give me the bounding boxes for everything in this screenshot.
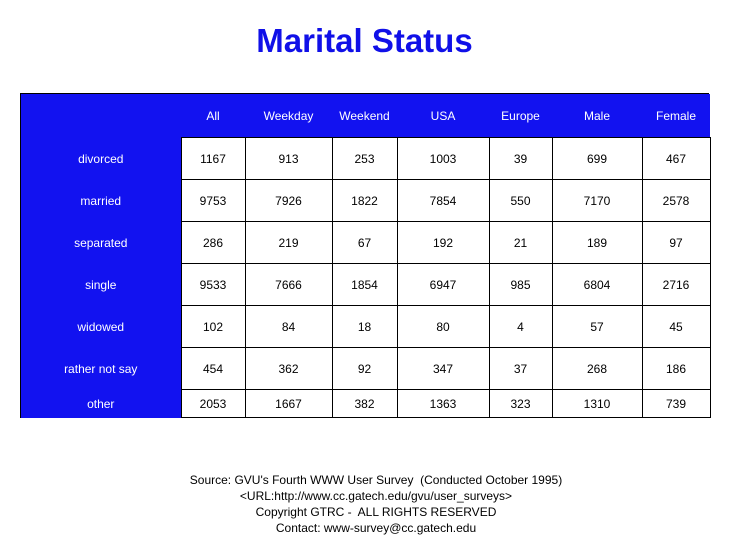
row-label: single (21, 263, 181, 306)
table-cell: 7854 (396, 179, 490, 222)
column-header: All (181, 94, 245, 138)
table-cell: 67 (331, 221, 398, 264)
table-cell: 1003 (396, 137, 490, 180)
footer: Source: GVU's Fourth WWW User Survey (Co… (0, 472, 729, 536)
table-cell: 347 (396, 347, 490, 390)
row-label: other (21, 389, 181, 418)
table-row: other 2053 1667 382 1363 323 1310 739 (21, 389, 711, 418)
table-cell: 1363 (396, 389, 490, 418)
table-cell: 739 (641, 389, 711, 418)
table-cell: 1667 (244, 389, 333, 418)
table-cell: 1310 (551, 389, 643, 418)
table-cell: 7170 (551, 179, 643, 222)
table-cell: 286 (180, 221, 246, 264)
contact-note: Contact: www-survey@cc.gatech.edu (275, 521, 477, 535)
table-cell: 186 (641, 347, 711, 390)
table-cell: 45 (641, 305, 711, 348)
copyright-note: Copyright GTRC - ALL RIGHTS RESERVED (255, 505, 497, 519)
table-row: divorced 1167 913 253 1003 39 699 467 (21, 137, 711, 180)
table-cell: 6804 (551, 263, 643, 306)
column-header: Weekend (332, 94, 397, 138)
table-cell: 21 (488, 221, 553, 264)
table-cell: 4 (488, 305, 553, 348)
table-cell: 1854 (331, 263, 398, 306)
table-cell: 80 (396, 305, 490, 348)
table-cell: 2053 (180, 389, 246, 418)
table-cell: 467 (641, 137, 711, 180)
table-cell: 253 (331, 137, 398, 180)
table-cell: 2716 (641, 263, 711, 306)
row-label: married (21, 179, 181, 222)
table-cell: 985 (488, 263, 553, 306)
table-cell: 219 (244, 221, 333, 264)
table-cell: 362 (244, 347, 333, 390)
table-cell: 39 (488, 137, 553, 180)
table-cell: 84 (244, 305, 333, 348)
table-cell: 37 (488, 347, 553, 390)
table-body: divorced 1167 913 253 1003 39 699 467 married 975… (21, 137, 711, 418)
table-row: single 9533 7666 1854 6947 985 6804 2716 (21, 263, 711, 306)
header-row: All Weekday Weekend USA Europe Male Female (21, 94, 710, 138)
table-cell: 7666 (244, 263, 333, 306)
table-cell: 699 (551, 137, 643, 180)
table-cell: 189 (551, 221, 643, 264)
row-label: separated (21, 221, 181, 264)
table-cell: 268 (551, 347, 643, 390)
table-cell: 92 (331, 347, 398, 390)
table-cell: 454 (180, 347, 246, 390)
table-row: rather not say 454 362 92 347 37 268 186 (21, 347, 711, 390)
table-row: separated 286 219 67 192 21 189 97 (21, 221, 711, 264)
table-cell: 97 (641, 221, 711, 264)
column-header: Female (642, 94, 710, 138)
column-header: Weekday (245, 94, 332, 138)
table-cell: 9533 (180, 263, 246, 306)
column-header: Male (552, 94, 642, 138)
table-cell: 57 (551, 305, 643, 348)
table-cell: 9753 (180, 179, 246, 222)
row-label: widowed (21, 305, 181, 348)
page-title: Marital Status (256, 22, 473, 59)
column-header: USA (397, 94, 489, 138)
column-header: Europe (489, 94, 552, 138)
table-cell: 2578 (641, 179, 711, 222)
table-cell: 18 (331, 305, 398, 348)
data-table-container: All Weekday Weekend USA Europe Male Female div… (20, 93, 711, 418)
row-label: rather not say (21, 347, 181, 390)
table-cell: 1167 (180, 137, 246, 180)
table-cell: 323 (488, 389, 553, 418)
table-cell: 1822 (331, 179, 398, 222)
table-cell: 382 (331, 389, 398, 418)
source-note: Source: GVU's Fourth WWW User Survey (Co… (189, 473, 563, 487)
source-url: <URL:http://www.cc.gatech.edu/gvu/user_s… (239, 489, 513, 503)
table-cell: 913 (244, 137, 333, 180)
table-cell: 102 (180, 305, 246, 348)
table-row: widowed 102 84 18 80 4 57 45 (21, 305, 711, 348)
row-label: divorced (21, 137, 181, 180)
table-cell: 6947 (396, 263, 490, 306)
table-cell: 192 (396, 221, 490, 264)
table-cell: 550 (488, 179, 553, 222)
corner-cell (21, 94, 181, 138)
data-table: All Weekday Weekend USA Europe Male Female div… (21, 94, 711, 418)
table-cell: 7926 (244, 179, 333, 222)
table-row: married 9753 7926 1822 7854 550 7170 2578 (21, 179, 711, 222)
